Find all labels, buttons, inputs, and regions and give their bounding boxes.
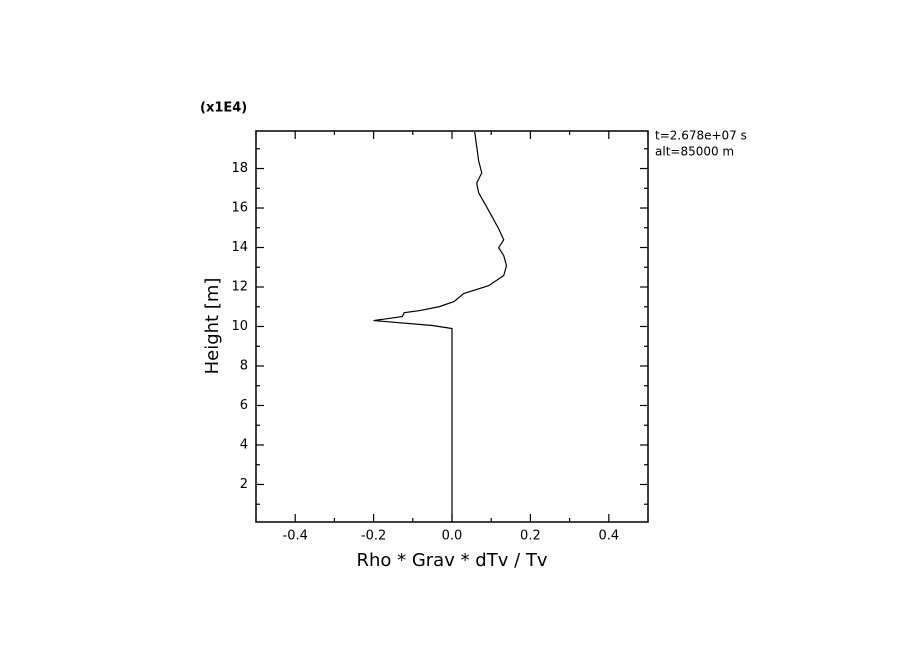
x-tick-label: 0.2 [520, 529, 541, 544]
y-tick-label: 8 [240, 358, 248, 373]
x-tick-label: -0.2 [361, 529, 386, 544]
y-axis-label: Height [m] [202, 278, 223, 375]
y-tick-label: 12 [231, 280, 248, 295]
y-multiplier: (x1E4) [200, 101, 247, 116]
y-tick-label: 4 [240, 437, 248, 452]
y-tick-label: 14 [231, 240, 248, 255]
x-tick-label: 0.0 [442, 529, 463, 544]
y-tick-label: 10 [231, 319, 248, 334]
annotation: alt=85000 m [655, 145, 734, 159]
x-tick-label: 0.4 [598, 529, 619, 544]
y-tick-label: 16 [231, 201, 248, 216]
y-tick-label: 6 [240, 398, 248, 413]
data-line [373, 131, 508, 522]
annotation: t=2.678e+07 s [655, 129, 747, 143]
x-axis-label: Rho * Grav * dTv / Tv [356, 550, 547, 571]
y-tick-label: 2 [240, 477, 248, 492]
y-tick-label: 18 [231, 161, 248, 176]
x-tick-label: -0.4 [283, 529, 308, 544]
